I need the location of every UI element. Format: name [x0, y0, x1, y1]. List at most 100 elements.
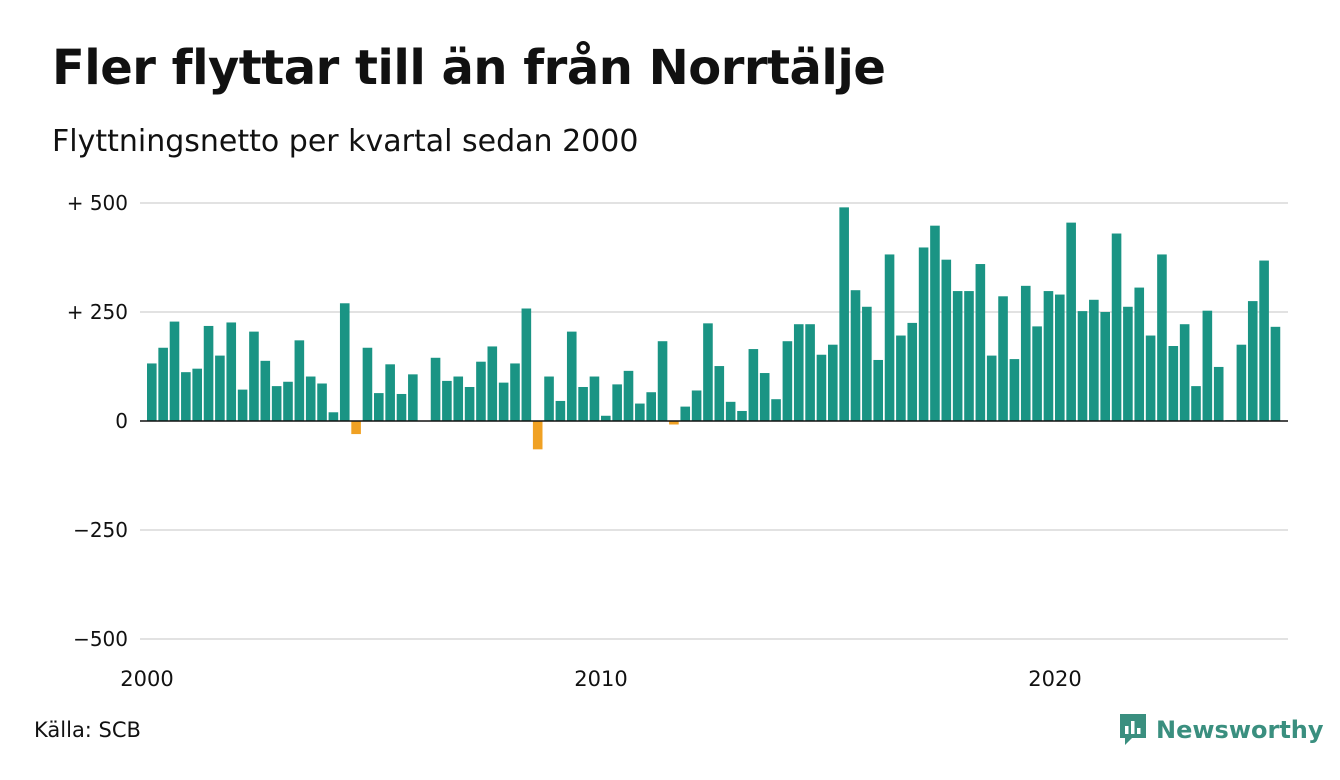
- y-tick-label: −250: [73, 518, 128, 542]
- bar-2019-k3: [1032, 326, 1042, 421]
- bar-2011-k1: [646, 392, 656, 421]
- bar-2021-k2: [1111, 233, 1122, 421]
- bar-2010-k1: [601, 415, 611, 421]
- bar-2024-k4: [1270, 326, 1281, 421]
- bar-2007-k2: [476, 361, 486, 421]
- bar-2009-k4: [589, 376, 600, 421]
- bar-2018-k2: [975, 264, 986, 421]
- bar-2023-k1: [1191, 386, 1201, 421]
- y-tick-label: 0: [115, 409, 128, 433]
- bar-2022-k2: [1157, 254, 1167, 421]
- bar-2020-k4: [1089, 299, 1099, 421]
- bar-2005-k3: [396, 393, 407, 421]
- bar-2011-k4: [680, 406, 691, 421]
- bar-2012-k1: [691, 390, 702, 421]
- bar-2015-k2: [839, 207, 849, 421]
- bar-2017-k2: [930, 225, 940, 421]
- bar-2017-k3: [941, 259, 952, 421]
- bar-2004-k4: [362, 347, 373, 421]
- bar-2008-k4: [544, 376, 554, 421]
- bar-2016-k3: [896, 335, 906, 421]
- bar-2002-k1: [237, 389, 248, 421]
- bars: [147, 207, 1281, 450]
- chart-title: Fler flyttar till än från Norrtälje: [52, 40, 886, 96]
- bar-2000-k2: [158, 347, 168, 421]
- bar-2022-k4: [1179, 324, 1190, 421]
- bar-2007-k4: [498, 382, 509, 421]
- bar-2012-k4: [725, 401, 736, 421]
- bar-2022-k1: [1145, 335, 1156, 421]
- newsworthy-logo-icon: [1120, 714, 1146, 745]
- bar-2006-k3: [442, 380, 452, 421]
- bar-2010-k3: [623, 370, 634, 421]
- bar-2016-k4: [907, 322, 918, 421]
- bar-2018-k1: [964, 291, 974, 421]
- source-note: Källa: SCB: [34, 718, 141, 742]
- bar-2018-k4: [998, 296, 1008, 421]
- bar-2015-k3: [850, 290, 861, 421]
- bar-2004-k1: [328, 412, 339, 421]
- bar-2000-k4: [181, 372, 191, 421]
- bar-2001-k4: [226, 322, 237, 421]
- bar-2002-k2: [249, 331, 259, 421]
- bar-2003-k3: [305, 376, 316, 421]
- x-tick-label: 2010: [574, 667, 627, 691]
- bar-2014-k4: [816, 354, 827, 421]
- bar-2011-k3: [669, 421, 679, 425]
- y-axis-labels: + 500 + 250 0 −250 −500: [67, 191, 128, 651]
- bar-2016-k1: [873, 359, 883, 421]
- bar-2014-k2: [793, 324, 804, 421]
- y-tick-label: + 500: [67, 191, 128, 215]
- bar-2006-k2: [430, 357, 441, 421]
- bar-2001-k3: [215, 355, 225, 421]
- bar-2007-k3: [487, 346, 498, 421]
- bar-2005-k2: [385, 364, 395, 421]
- bar-2016-k2: [884, 254, 895, 421]
- bar-2024-k2: [1247, 301, 1258, 421]
- bar-2015-k4: [862, 306, 872, 421]
- bar-2023-k2: [1202, 310, 1213, 421]
- bar-2005-k1: [374, 393, 384, 421]
- bar-2020-k2: [1066, 222, 1076, 421]
- bar-2002-k3: [260, 360, 271, 421]
- bar-2022-k3: [1168, 346, 1179, 421]
- bar-2012-k2: [703, 323, 713, 421]
- brand-logo: Newsworthy: [1118, 712, 1324, 748]
- bar-2021-k3: [1123, 306, 1133, 421]
- bar-2014-k3: [805, 324, 815, 421]
- bar-2019-k4: [1043, 291, 1054, 421]
- chart-subtitle: Flyttningsnetto per kvartal sedan 2000: [52, 124, 639, 159]
- bar-2009-k1: [555, 400, 566, 421]
- bar-2006-k4: [453, 376, 464, 421]
- bar-2008-k2: [521, 308, 532, 421]
- bar-2003-k2: [294, 340, 305, 421]
- bar-2015-k1: [828, 344, 838, 421]
- bar-2010-k4: [635, 403, 645, 421]
- x-tick-label: 2020: [1028, 667, 1081, 691]
- y-tick-label: + 250: [67, 300, 128, 324]
- bar-2019-k2: [1020, 285, 1031, 421]
- bar-2021-k1: [1100, 312, 1110, 421]
- bar-2005-k4: [408, 374, 418, 421]
- bar-2013-k4: [771, 399, 781, 421]
- bar-2023-k3: [1213, 366, 1224, 421]
- bar-2024-k1: [1236, 344, 1247, 421]
- bar-2004-k3: [351, 421, 361, 435]
- bar-2011-k2: [657, 341, 668, 421]
- bar-2017-k1: [918, 247, 929, 421]
- bar-2001-k1: [192, 368, 202, 421]
- bar-2004-k2: [339, 303, 350, 421]
- bar-2013-k1: [737, 410, 747, 421]
- bar-2002-k4: [271, 386, 282, 421]
- bar-2009-k2: [566, 331, 577, 421]
- bar-2010-k2: [612, 384, 622, 421]
- bar-2017-k4: [952, 291, 963, 421]
- bar-chart: + 500 + 250 0 −250 −500 2000 2010 2020: [67, 191, 1288, 691]
- bar-2003-k4: [317, 383, 327, 421]
- bar-2013-k3: [759, 373, 770, 421]
- bar-2012-k3: [714, 366, 725, 421]
- bar-2019-k1: [1009, 359, 1020, 421]
- bar-2000-k3: [169, 321, 180, 421]
- bar-2009-k3: [578, 386, 588, 421]
- x-axis-labels: 2000 2010 2020: [120, 667, 1081, 691]
